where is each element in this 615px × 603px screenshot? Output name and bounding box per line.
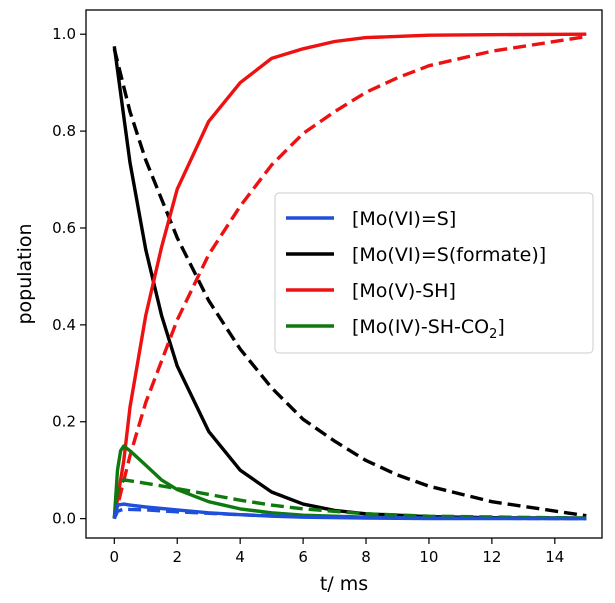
legend-entry-label: [Mo(VI)=S(formate)]: [352, 244, 546, 266]
x-tick-label: 0: [110, 548, 120, 566]
series-line-mo-iv-sh-co-dashed: [112, 478, 587, 520]
y-axis-ticks: 0.0 0.2 0.4 0.6 0.8 1.0: [52, 25, 86, 528]
series-line-mo-vi-s-formate-solid: [112, 46, 587, 520]
y-tick-label: 0.0: [52, 510, 76, 528]
series-line-mo-v-sh-solid: [112, 32, 587, 519]
y-tick-label: 0.4: [52, 316, 76, 334]
x-tick-label: 14: [545, 548, 564, 566]
legend-entry-label: [Mo(VI)=S]: [352, 208, 456, 230]
x-tick-label: 6: [298, 548, 308, 566]
legend: [Mo(VI)=S] [Mo(VI)=S(formate)] [Mo(V)-SH] […: [274, 192, 594, 354]
series-layer: [112, 32, 587, 521]
series-line-mo-vi-s-formate-dashed: [112, 48, 587, 518]
x-tick-label: 2: [172, 548, 182, 566]
legend-entry-label: [Mo(V)-SH]: [352, 280, 456, 302]
y-axis-label: population: [14, 223, 36, 324]
x-axis-ticks: 0 2 4 6 8 10 12 14: [110, 538, 564, 566]
x-axis-label: t/ ms: [320, 573, 368, 595]
plot-frame: [85, 9, 603, 539]
x-tick-label: 8: [361, 548, 371, 566]
y-tick-label: 1.0: [52, 25, 76, 43]
legend-box: [274, 192, 594, 354]
legend-entry-label: [Mo(IV)-SH-CO2]: [352, 316, 505, 342]
series-line-mo-iv-sh-co-solid: [112, 444, 587, 521]
series-line-mo-v-sh-dashed: [112, 34, 587, 520]
x-tick-label: 4: [235, 548, 245, 566]
series-line-mo-vi-s-dashed: [112, 507, 587, 521]
x-tick-label: 12: [482, 548, 501, 566]
x-tick-label: 10: [419, 548, 438, 566]
y-tick-label: 0.6: [52, 219, 76, 237]
y-tick-label: 0.2: [52, 413, 76, 431]
y-tick-label: 0.8: [52, 122, 76, 140]
